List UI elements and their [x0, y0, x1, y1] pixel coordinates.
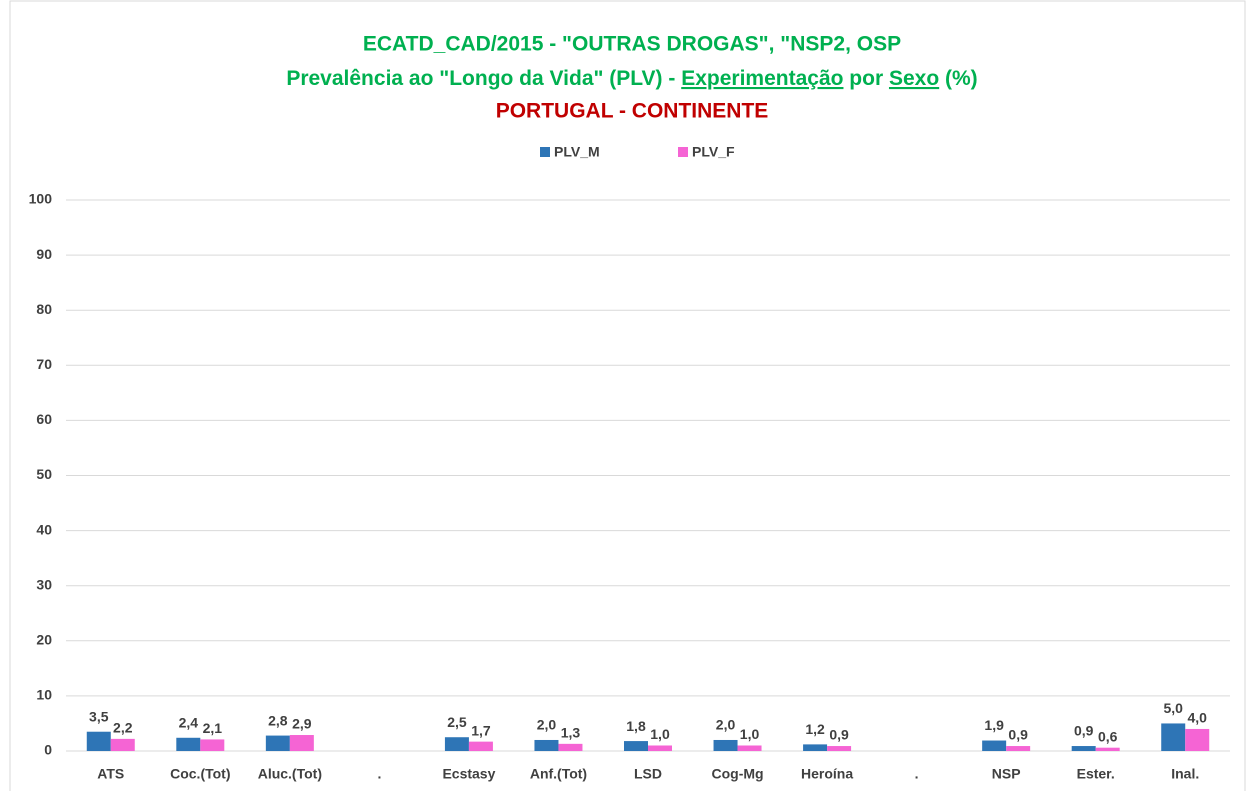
bar [648, 745, 672, 751]
value-label: 1,0 [650, 726, 670, 742]
x-tick-label: Coc.(Tot) [170, 766, 230, 782]
subtitle-part: (%) [939, 67, 978, 90]
bar [200, 739, 225, 751]
subtitle-part: por [843, 67, 889, 90]
x-tick-label: LSD [634, 766, 662, 782]
y-tick-label: 60 [36, 411, 52, 427]
bar [86, 731, 111, 751]
x-tick-label: Inal. [1171, 766, 1199, 782]
bar [1185, 728, 1210, 751]
bar [558, 743, 583, 751]
y-tick-label: 50 [36, 466, 52, 482]
value-label: 0,9 [1074, 723, 1094, 739]
y-tick-label: 90 [36, 246, 52, 262]
legend-swatch [678, 147, 688, 157]
chart-region: PORTUGAL - CONTINENTE [496, 100, 769, 123]
value-label: 1,7 [471, 722, 491, 738]
x-tick-label: Anf.(Tot) [530, 766, 587, 782]
value-label: 2,9 [292, 716, 312, 732]
value-label: 0,6 [1098, 728, 1118, 744]
bar [265, 735, 290, 751]
legend-label: PLV_F [692, 144, 735, 160]
bar [1095, 747, 1120, 751]
subtitle-part: Sexo [889, 67, 939, 90]
value-label: 1,2 [805, 721, 825, 737]
subtitle-part: Prevalência ao "Longo da Vida" (PLV) - [286, 67, 681, 90]
x-tick-label: Ester. [1077, 766, 1115, 782]
subtitle-part: Experimentação [681, 67, 843, 90]
bar [110, 738, 135, 751]
value-label: 1,3 [561, 725, 581, 741]
value-label: 2,1 [203, 720, 223, 736]
legend-label: PLV_M [554, 144, 600, 160]
chart-frame [9, 0, 1246, 791]
bar [982, 740, 1007, 751]
bar [624, 741, 648, 751]
bar [737, 745, 762, 751]
y-tick-label: 100 [29, 191, 53, 207]
value-label: 5,0 [1163, 700, 1183, 716]
chart-subtitle: Prevalência ao "Longo da Vida" (PLV) - E… [286, 67, 977, 90]
value-label: 1,8 [626, 718, 646, 734]
x-tick-label: ATS [97, 766, 124, 782]
x-tick-label: Aluc.(Tot) [258, 766, 322, 782]
bar [827, 746, 852, 751]
value-label: 2,8 [268, 712, 288, 728]
bar [803, 744, 828, 751]
y-tick-label: 0 [44, 742, 52, 758]
bar [444, 737, 469, 751]
x-tick-label: NSP [992, 766, 1021, 782]
bar [534, 739, 559, 751]
value-label: 0,9 [1008, 727, 1028, 743]
y-tick-label: 40 [36, 521, 52, 537]
bar [176, 737, 201, 751]
bar [713, 739, 738, 751]
value-label: 2,2 [113, 720, 133, 736]
y-tick-label: 80 [36, 301, 52, 317]
legend-swatch [540, 147, 550, 157]
y-tick-label: 70 [36, 356, 52, 372]
value-label: 2,0 [537, 717, 557, 733]
x-tick-label: . [915, 766, 919, 782]
bar [289, 735, 314, 751]
bar [1071, 746, 1096, 751]
value-label: 2,4 [179, 714, 199, 730]
value-label: 1,9 [984, 717, 1004, 733]
x-tick-label: Cog-Mg [711, 766, 763, 782]
value-label: 2,5 [447, 714, 467, 730]
chart-title: ECATD_CAD/2015 - "OUTRAS DROGAS", "NSP2,… [363, 33, 901, 56]
bar [468, 741, 493, 751]
y-tick-label: 30 [36, 576, 52, 592]
x-tick-label: . [377, 766, 381, 782]
y-tick-label: 10 [36, 687, 52, 703]
bar [1161, 723, 1186, 751]
x-tick-label: Ecstasy [442, 766, 495, 782]
y-tick-label: 20 [36, 632, 52, 648]
value-label: 2,0 [716, 717, 736, 733]
value-label: 3,5 [89, 708, 109, 724]
bar [1006, 746, 1031, 751]
value-label: 1,0 [740, 726, 760, 742]
value-label: 4,0 [1187, 710, 1207, 726]
value-label: 0,9 [829, 727, 849, 743]
x-tick-label: Heroína [801, 766, 853, 782]
